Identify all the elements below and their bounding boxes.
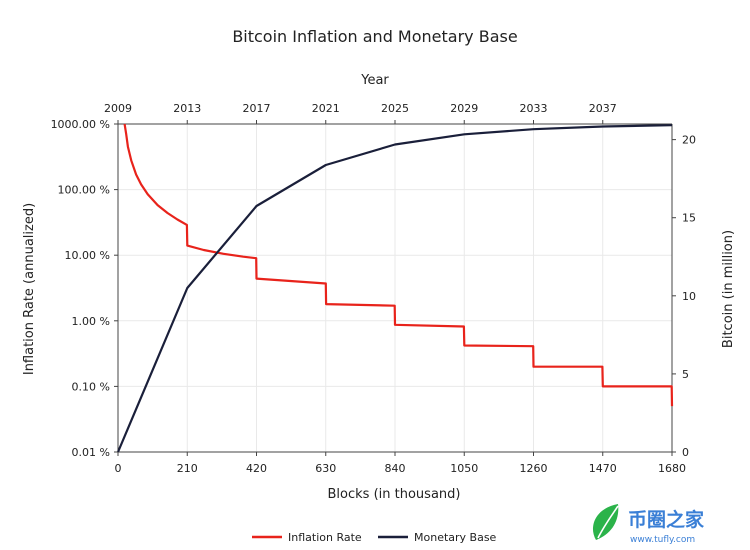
legend-label-monetary-base: Monetary Base bbox=[414, 531, 497, 544]
x-tick-label: 630 bbox=[315, 462, 336, 475]
brand-name: 币圈之家 bbox=[628, 508, 705, 531]
x2-tick-label: 2021 bbox=[312, 102, 340, 115]
x-tick-label: 420 bbox=[246, 462, 267, 475]
x-tick-label: 840 bbox=[385, 462, 406, 475]
y-left-tick-label: 0.01 % bbox=[72, 446, 110, 459]
y-left-tick-label: 1.00 % bbox=[72, 315, 110, 328]
y-left-axis-title: Inflation Rate (annualized) bbox=[22, 203, 37, 375]
legend-label-inflation-rate: Inflation Rate bbox=[288, 531, 362, 544]
brand-logo-icon bbox=[592, 504, 619, 540]
legend: Inflation Rate Monetary Base bbox=[252, 531, 497, 544]
y-right-tick-label: 15 bbox=[682, 212, 696, 225]
x2-tick-label: 2009 bbox=[104, 102, 132, 115]
x2-axis-title: Year bbox=[360, 73, 389, 88]
x-axis-title: Blocks (in thousand) bbox=[328, 487, 461, 502]
x2-tick-label: 2013 bbox=[173, 102, 201, 115]
y-right-tick-label: 10 bbox=[682, 290, 696, 303]
x-tick-label: 210 bbox=[177, 462, 198, 475]
x2-tick-label: 2033 bbox=[520, 102, 548, 115]
x-tick-label: 1260 bbox=[520, 462, 548, 475]
x-tick-label: 1680 bbox=[658, 462, 686, 475]
y-right-tick-label: 0 bbox=[682, 446, 689, 459]
y-right-tick-label: 20 bbox=[682, 134, 696, 147]
x-tick-label: 0 bbox=[115, 462, 122, 475]
series-layer bbox=[116, 123, 674, 453]
x2-tick-label: 2029 bbox=[450, 102, 478, 115]
y-right-tick-label: 5 bbox=[682, 368, 689, 381]
y-left-tick-label: 1000.00 % bbox=[51, 118, 110, 131]
watermark: 币圈之家 www.tufly.com bbox=[592, 504, 705, 545]
grid-layer bbox=[117, 123, 673, 453]
y-right-axis-title: Bitcoin (in million) bbox=[721, 230, 736, 348]
x2-tick-label: 2025 bbox=[381, 102, 409, 115]
y-left-tick-label: 10.00 % bbox=[65, 249, 110, 262]
series-line-monetary-base bbox=[116, 124, 673, 453]
x2-tick-label: 2017 bbox=[243, 102, 271, 115]
chart-title: Bitcoin Inflation and Monetary Base bbox=[232, 27, 517, 46]
brand-url: www.tufly.com bbox=[630, 535, 695, 545]
y-left-tick-label: 0.10 % bbox=[72, 380, 110, 393]
x2-tick-label: 2037 bbox=[589, 102, 617, 115]
x-tick-label: 1470 bbox=[589, 462, 617, 475]
y-left-tick-label: 100.00 % bbox=[58, 184, 110, 197]
x-tick-label: 1050 bbox=[450, 462, 478, 475]
series-line-inflation-rate bbox=[123, 123, 674, 407]
